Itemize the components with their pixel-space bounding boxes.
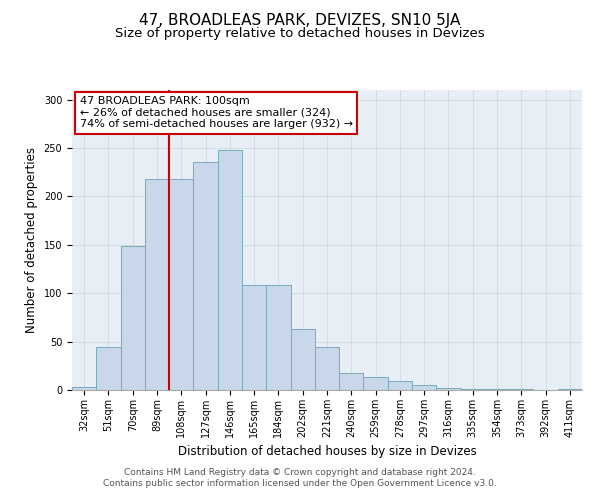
Text: 47 BROADLEAS PARK: 100sqm
← 26% of detached houses are smaller (324)
74% of semi: 47 BROADLEAS PARK: 100sqm ← 26% of detac… — [80, 96, 353, 129]
Bar — [193, 162, 218, 390]
Bar — [388, 382, 412, 390]
X-axis label: Distribution of detached houses by size in Devizes: Distribution of detached houses by size … — [178, 446, 476, 458]
Y-axis label: Number of detached properties: Number of detached properties — [25, 147, 38, 333]
Bar — [96, 348, 121, 390]
Bar — [121, 246, 145, 390]
Bar — [290, 329, 315, 390]
Bar — [461, 389, 485, 390]
Bar — [266, 284, 290, 390]
Bar — [242, 284, 266, 390]
Bar — [169, 179, 193, 390]
Bar — [436, 388, 461, 390]
Bar — [558, 389, 582, 390]
Text: Contains HM Land Registry data © Crown copyright and database right 2024.
Contai: Contains HM Land Registry data © Crown c… — [103, 468, 497, 487]
Bar — [72, 387, 96, 390]
Text: Size of property relative to detached houses in Devizes: Size of property relative to detached ho… — [115, 28, 485, 40]
Bar — [509, 389, 533, 390]
Bar — [145, 179, 169, 390]
Bar — [339, 372, 364, 390]
Bar — [218, 150, 242, 390]
Bar — [485, 389, 509, 390]
Bar — [412, 385, 436, 390]
Bar — [364, 378, 388, 390]
Bar — [315, 348, 339, 390]
Text: 47, BROADLEAS PARK, DEVIZES, SN10 5JA: 47, BROADLEAS PARK, DEVIZES, SN10 5JA — [139, 12, 461, 28]
